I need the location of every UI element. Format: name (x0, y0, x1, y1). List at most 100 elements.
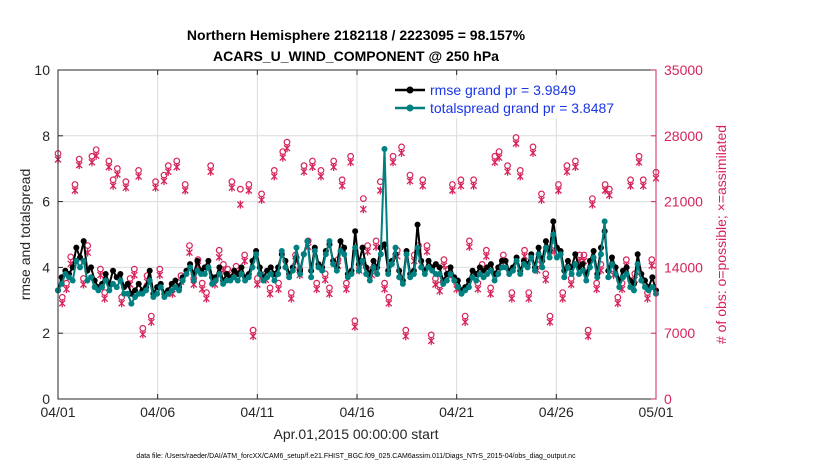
totalspread-point (443, 277, 450, 284)
obs-possible-point (228, 178, 236, 186)
obs-assimilated-point (508, 294, 516, 303)
x-tick-label: 04/01 (40, 404, 75, 420)
obs-possible-point (164, 162, 172, 170)
obs-possible-point (627, 176, 634, 184)
obs-assimilated-point (457, 181, 465, 190)
rmse-point (205, 257, 212, 264)
obs-possible-point (521, 246, 528, 254)
rmse-point (80, 238, 87, 245)
legend-background (392, 80, 650, 118)
obs-assimilated-point (152, 183, 160, 192)
totalspread-point (531, 267, 538, 274)
rmse-point (216, 264, 223, 271)
y-tick-label-right: 7000 (664, 325, 695, 341)
totalspread-point (326, 238, 333, 245)
obs-assimilated-point (461, 318, 469, 327)
obs-assimilated-point (309, 163, 316, 171)
obs-assimilated-point (495, 153, 503, 162)
obs-possible-point (359, 195, 367, 203)
obs-possible-point (508, 289, 516, 297)
obs-possible-point (347, 152, 355, 160)
obs-assimilated-point (338, 181, 346, 190)
y-tick-label-left: 10 (34, 62, 50, 78)
totalspread-point (418, 264, 425, 271)
totalspread-point (69, 277, 76, 284)
obs-assimilated-point (92, 151, 100, 160)
totalspread-point (319, 267, 326, 274)
totalspread-point (190, 277, 197, 284)
obs-possible-point (572, 157, 579, 165)
rmse-point (381, 241, 388, 248)
obs-possible-point (563, 162, 571, 170)
obs-possible-point (245, 181, 253, 188)
obs-possible-point (122, 178, 130, 186)
obs-assimilated-point (101, 294, 109, 303)
legend-rmse-label: rmse grand pr = 3.9849 (430, 82, 576, 98)
totalspread-point (564, 264, 571, 271)
totalspread-point (528, 254, 535, 261)
totalspread-point (352, 244, 359, 251)
obs-assimilated-point (567, 280, 575, 289)
totalspread-point (568, 270, 575, 277)
totalspread-point (124, 290, 131, 297)
rmse-point (564, 257, 571, 264)
totalspread-point (249, 264, 256, 271)
totalspread-point (117, 277, 124, 284)
obs-possible-point (398, 143, 405, 151)
totalspread-point (638, 277, 645, 284)
rmse-point (579, 261, 586, 268)
obs-assimilated-point (160, 177, 168, 186)
y-tick-label-left: 2 (42, 325, 50, 341)
totalspread-point (77, 264, 84, 271)
obs-assimilated-point (279, 153, 287, 162)
obs-assimilated-point (512, 139, 520, 148)
obs-possible-point (461, 312, 469, 320)
obs-assimilated-point (635, 158, 643, 167)
obs-assimilated-point (389, 158, 397, 167)
rmse-point (535, 244, 542, 251)
obs-assimilated-point (605, 191, 613, 200)
obs-assimilated-point (88, 158, 96, 167)
obs-assimilated-point (266, 289, 274, 298)
obs-assimilated-point (283, 144, 291, 153)
obs-assimilated-point (614, 299, 622, 308)
obs-possible-point (317, 166, 325, 174)
y-tick-label-left: 6 (42, 194, 50, 210)
totalspread-point (322, 251, 329, 258)
chart-title-line1: Northern Hemisphere 2182118 / 2223095 = … (187, 27, 526, 43)
totalspread-point (348, 270, 355, 277)
rmse-point (447, 264, 454, 271)
obs-assimilated-point (465, 242, 473, 251)
obs-assimilated-point (71, 186, 79, 195)
obs-possible-point (525, 289, 533, 297)
totalspread-point (212, 277, 219, 284)
chart-title-line2: ACARS_U_WIND_COMPONENT @ 250 hPa (213, 48, 499, 64)
totalspread-point (557, 251, 564, 258)
totalspread-point (561, 274, 568, 281)
obs-possible-point (542, 270, 550, 278)
totalspread-point (58, 280, 65, 287)
obs-assimilated-point (406, 177, 414, 186)
obs-possible-point (287, 289, 295, 297)
obs-assimilated-point (487, 289, 495, 298)
obs-possible-point (440, 256, 448, 264)
obs-possible-point (385, 293, 393, 301)
totalspread-point (608, 261, 615, 268)
obs-possible-point (601, 181, 609, 188)
obs-assimilated-point (130, 271, 138, 280)
legend-rmse-marker (406, 86, 414, 94)
obs-possible-point (465, 237, 473, 245)
rmse-point (88, 264, 95, 271)
y-tick-label-right: 28000 (664, 128, 703, 144)
obs-assimilated-point (563, 167, 571, 176)
totalspread-point (355, 267, 362, 274)
obs-assimilated-point (427, 336, 435, 345)
obs-assimilated-point (372, 242, 380, 251)
totalspread-point (359, 257, 366, 264)
totalspread-point (238, 270, 245, 277)
obs-possible-point (84, 242, 92, 250)
totalspread-point (179, 277, 186, 284)
obs-possible-point (249, 326, 257, 334)
rmse-point (634, 251, 641, 258)
totalspread-point (509, 267, 516, 274)
